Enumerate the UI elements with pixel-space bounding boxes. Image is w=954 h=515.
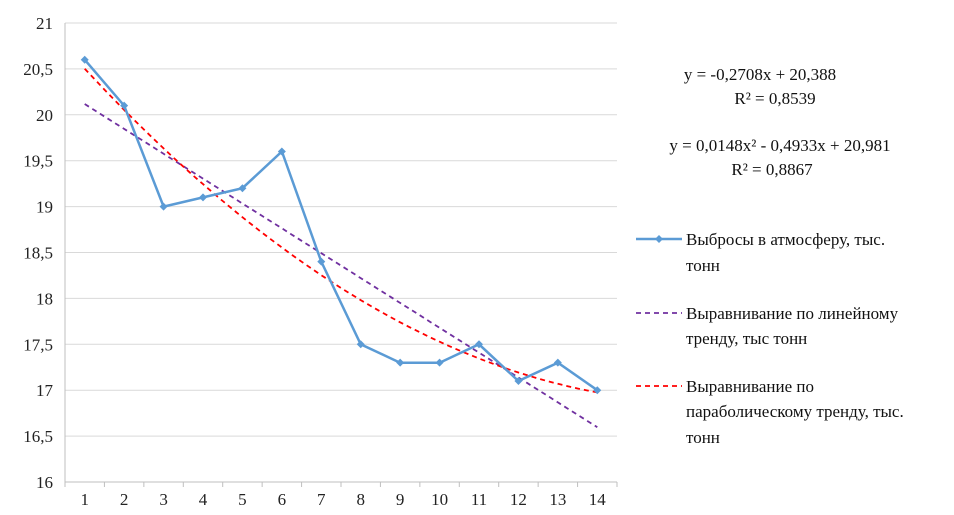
trend-equations: y = -0,2708x + 20,388 R² = 0,8539 y = 0,… (669, 65, 890, 179)
legend-marker-emissions (655, 235, 663, 243)
x-tick-label: 4 (199, 490, 208, 509)
y-tick-label: 16,5 (23, 427, 53, 446)
series (80, 55, 602, 428)
emissions-point (238, 184, 247, 193)
legend-label-linear-line2: тренду, тыс тонн (686, 329, 807, 348)
poly-r2: R² = 0,8867 (731, 160, 813, 179)
x-tick-label: 2 (120, 490, 129, 509)
emissions-point (80, 55, 89, 64)
y-tick-label: 17,5 (23, 335, 53, 354)
y-tick-label: 16 (36, 473, 53, 492)
x-tick-labels: 1 2 3 4 5 6 7 8 9 10 11 12 13 14 (80, 490, 606, 509)
emissions-point (553, 358, 562, 367)
y-tick-label: 19,5 (23, 152, 53, 171)
emissions-point (199, 193, 207, 202)
linear-equation: y = -0,2708x + 20,388 (684, 65, 836, 84)
emissions-point (277, 147, 286, 156)
linear-r2: R² = 0,8539 (734, 89, 815, 108)
legend-item-linear-trend: Выравнивание по линейному тренду, тыс то… (636, 304, 899, 348)
legend: Выбросы в атмосферу, тыс. тонн Выравнива… (636, 230, 904, 447)
legend-label-emissions-line2: тонн (686, 256, 720, 275)
legend-label-parabolic-line3: тонн (686, 428, 720, 447)
y-tick-labels: 16 16,5 17 17,5 18 18,5 19 19,5 20 20,5 21 (23, 14, 53, 492)
y-tick-label: 18 (36, 289, 53, 308)
gridlines (65, 22, 617, 483)
y-tick-label: 20 (36, 106, 53, 125)
emissions-point (159, 202, 168, 211)
legend-label-parabolic-line1: Выравнивание по (686, 377, 814, 396)
x-tick-label: 3 (159, 490, 168, 509)
emissions-point (356, 340, 365, 349)
x-tick-label: 8 (356, 490, 365, 509)
axes (64, 23, 618, 487)
x-tick-label: 14 (589, 490, 607, 509)
y-tick-label: 20,5 (23, 60, 53, 79)
y-tick-label: 21 (36, 14, 53, 33)
y-tick-label: 19 (36, 198, 53, 217)
emissions-line (83, 58, 599, 392)
emissions-point (396, 358, 405, 367)
x-tick-label: 6 (278, 490, 287, 509)
emissions-point (593, 386, 602, 395)
legend-label-parabolic-line2: параболическому тренду, тыс. (686, 402, 904, 421)
poly-equation: y = 0,0148x² - 0,4933x + 20,981 (669, 136, 890, 155)
emissions-point (435, 358, 444, 367)
legend-item-emissions: Выбросы в атмосферу, тыс. тонн (636, 230, 885, 275)
emissions-point (475, 340, 483, 349)
legend-label-emissions-line1: Выбросы в атмосферу, тыс. (686, 230, 885, 249)
x-tick-label: 9 (396, 490, 405, 509)
emissions-point (317, 257, 326, 266)
x-tick-label: 10 (431, 490, 448, 509)
y-tick-label: 17 (36, 381, 54, 400)
parabolic-trend-line (84, 68, 598, 394)
x-tick-label: 11 (471, 490, 487, 509)
x-tick-label: 1 (80, 490, 89, 509)
x-tick-label: 5 (238, 490, 247, 509)
x-tick-label: 12 (510, 490, 527, 509)
x-tick-label: 7 (317, 490, 326, 509)
y-tick-label: 18,5 (23, 244, 53, 263)
emissions-point (514, 377, 523, 386)
x-tick-label: 13 (549, 490, 566, 509)
emissions-point (120, 101, 129, 110)
legend-label-linear-line1: Выравнивание по линейному (686, 304, 899, 323)
legend-item-parabolic-trend: Выравнивание по параболическому тренду, … (636, 377, 904, 447)
